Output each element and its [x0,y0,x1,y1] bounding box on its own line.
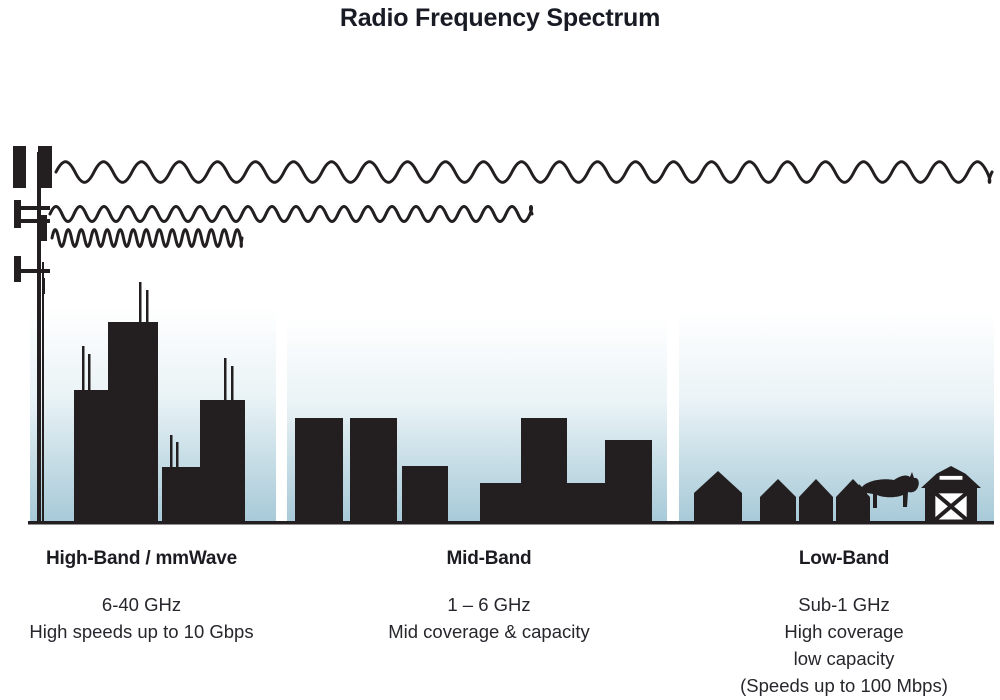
antenna-spire [146,290,149,322]
low-frequency-wave [54,160,994,184]
skyscraper [74,390,108,521]
cow-tail [854,485,861,501]
mid-building [567,483,605,521]
column-line: High speeds up to 10 Gbps [29,621,254,642]
cow-silhouette [858,472,919,508]
column-low-band: Low-Band Sub-1 GHz High coverage low cap… [694,548,994,699]
column-lines-mid-band: 1 – 6 GHz Mid coverage & capacity [344,591,634,645]
column-line: 6-40 GHz [101,594,182,615]
high-frequency-wave [50,228,244,248]
antenna-spire [88,354,91,390]
page-title: Radio Frequency Spectrum [339,4,661,32]
column-line: (Speeds up to 100 Mbps) [740,675,948,696]
tower-antenna-panel [40,215,47,241]
mid-building [295,418,343,521]
house-silhouette [694,471,742,521]
skyscraper [108,322,158,521]
column-mid-band: Mid-Band 1 – 6 GHz Mid coverage & capaci… [344,548,634,645]
skyscraper [162,467,202,521]
tower-crossbar [18,269,50,273]
column-line: High coverage [784,621,904,642]
mid-building [480,483,525,521]
house-silhouette [760,479,796,521]
antenna-spire [176,442,179,467]
barn-door-cross [932,490,970,523]
column-line: low capacity [793,648,895,669]
column-line: Mid coverage & capacity [388,621,590,642]
column-lines-high-band: 6-40 GHz High speeds up to 10 Gbps [0,591,283,645]
antenna-spire [224,358,227,400]
column-heading-low-band: Low-Band [798,548,890,569]
tower-crossbar [18,219,50,223]
mid-building [350,418,397,521]
antenna-spire [170,435,173,467]
band-silhouettes [74,282,981,523]
barn-window [939,475,963,480]
antenna-spire [139,282,142,322]
tower-antenna-panel [38,146,52,188]
ground-line [28,521,994,525]
antenna-spire [82,346,85,390]
mid-frequency-wave [48,205,534,223]
cell-tower [13,146,52,521]
tower-mast-guy [42,262,44,521]
column-line: 1 – 6 GHz [447,594,531,615]
tower-mast [37,152,41,521]
mid-building [605,440,652,521]
antenna-spire [231,366,234,400]
column-lines-low-band: Sub-1 GHz High coverage low capacity (Sp… [694,591,994,699]
mid-building [521,418,567,521]
mid-building [402,466,448,521]
skyscraper [200,400,245,521]
column-heading-high-band: High-Band / mmWave [46,548,237,569]
tower-antenna-panel [14,256,21,282]
column-line: Sub-1 GHz [798,594,890,615]
column-high-band: High-Band / mmWave 6-40 GHz High speeds … [0,548,283,645]
radio-waves [48,160,994,248]
tower-antenna-panel [13,146,26,188]
tower-antenna-panel [14,200,21,228]
ground-baseline [28,521,994,525]
column-heading-mid-band: Mid-Band [446,548,532,569]
house-silhouette [799,479,833,521]
tower-crossbar [18,206,50,210]
tower-stub [42,278,45,294]
